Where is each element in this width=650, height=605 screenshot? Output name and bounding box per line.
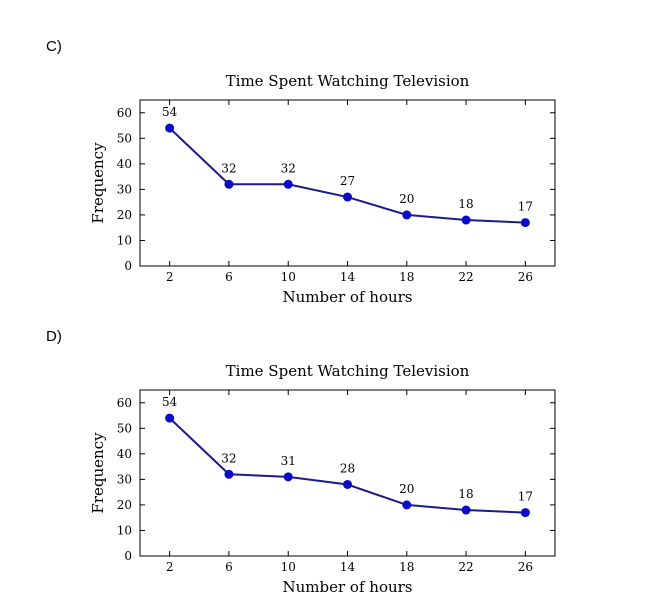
y-tick-label: 50	[117, 131, 132, 145]
x-tick-label: 14	[340, 560, 356, 574]
y-tick-label: 50	[117, 421, 132, 435]
data-point	[402, 500, 412, 510]
y-tick-label: 20	[117, 208, 132, 222]
y-tick-label: 10	[117, 523, 132, 537]
data-label: 32	[281, 161, 296, 175]
data-point	[224, 469, 234, 479]
y-tick-label: 60	[117, 396, 132, 410]
data-label: 32	[221, 451, 236, 465]
chart-title: Time Spent Watching Television	[226, 362, 470, 380]
data-label: 20	[399, 192, 414, 206]
x-tick-label: 2	[166, 270, 174, 284]
x-axis-label: Number of hours	[283, 578, 413, 596]
option-label-c: C)	[46, 38, 62, 55]
y-tick-label: 30	[117, 182, 132, 196]
data-label: 20	[399, 482, 414, 496]
y-tick-label: 60	[117, 106, 132, 120]
x-tick-label: 10	[281, 560, 296, 574]
data-label: 54	[162, 105, 178, 119]
x-tick-label: 26	[518, 560, 533, 574]
data-point	[461, 215, 471, 225]
x-axis-label: Number of hours	[283, 288, 413, 306]
y-tick-label: 40	[117, 447, 132, 461]
data-point	[165, 123, 175, 133]
x-tick-label: 18	[399, 270, 414, 284]
data-label: 18	[458, 197, 473, 211]
y-tick-label: 20	[117, 498, 132, 512]
data-label: 27	[340, 174, 355, 188]
data-point	[343, 479, 352, 489]
data-point	[283, 472, 293, 482]
x-tick-label: 26	[518, 270, 533, 284]
data-point	[343, 192, 352, 202]
data-point	[165, 413, 175, 423]
option-label-d: D)	[46, 328, 62, 345]
x-tick-label: 2	[166, 560, 174, 574]
x-tick-label: 6	[225, 270, 233, 284]
y-tick-label: 0	[124, 259, 132, 273]
data-label: 28	[340, 461, 355, 475]
data-label: 54	[162, 395, 178, 409]
x-tick-label: 22	[458, 270, 473, 284]
x-tick-label: 10	[281, 270, 296, 284]
chart-title: Time Spent Watching Television	[226, 72, 470, 90]
data-label: 17	[518, 200, 533, 214]
y-axis-label: Frequency	[89, 142, 107, 224]
x-tick-label: 18	[399, 560, 414, 574]
data-point	[520, 508, 530, 518]
data-label: 32	[221, 161, 236, 175]
y-tick-label: 0	[124, 549, 132, 563]
x-tick-label: 22	[458, 560, 473, 574]
y-axis-label: Frequency	[89, 432, 107, 514]
y-tick-label: 40	[117, 157, 132, 171]
x-tick-label: 6	[225, 560, 233, 574]
data-point	[461, 505, 471, 515]
data-point	[224, 179, 234, 189]
data-point	[520, 218, 530, 228]
data-point	[283, 179, 293, 189]
data-label: 18	[458, 487, 473, 501]
x-tick-label: 14	[340, 270, 356, 284]
data-label: 31	[281, 454, 296, 468]
y-tick-label: 10	[117, 233, 132, 247]
y-tick-label: 30	[117, 472, 132, 486]
data-label: 17	[518, 490, 533, 504]
data-point	[402, 210, 412, 220]
